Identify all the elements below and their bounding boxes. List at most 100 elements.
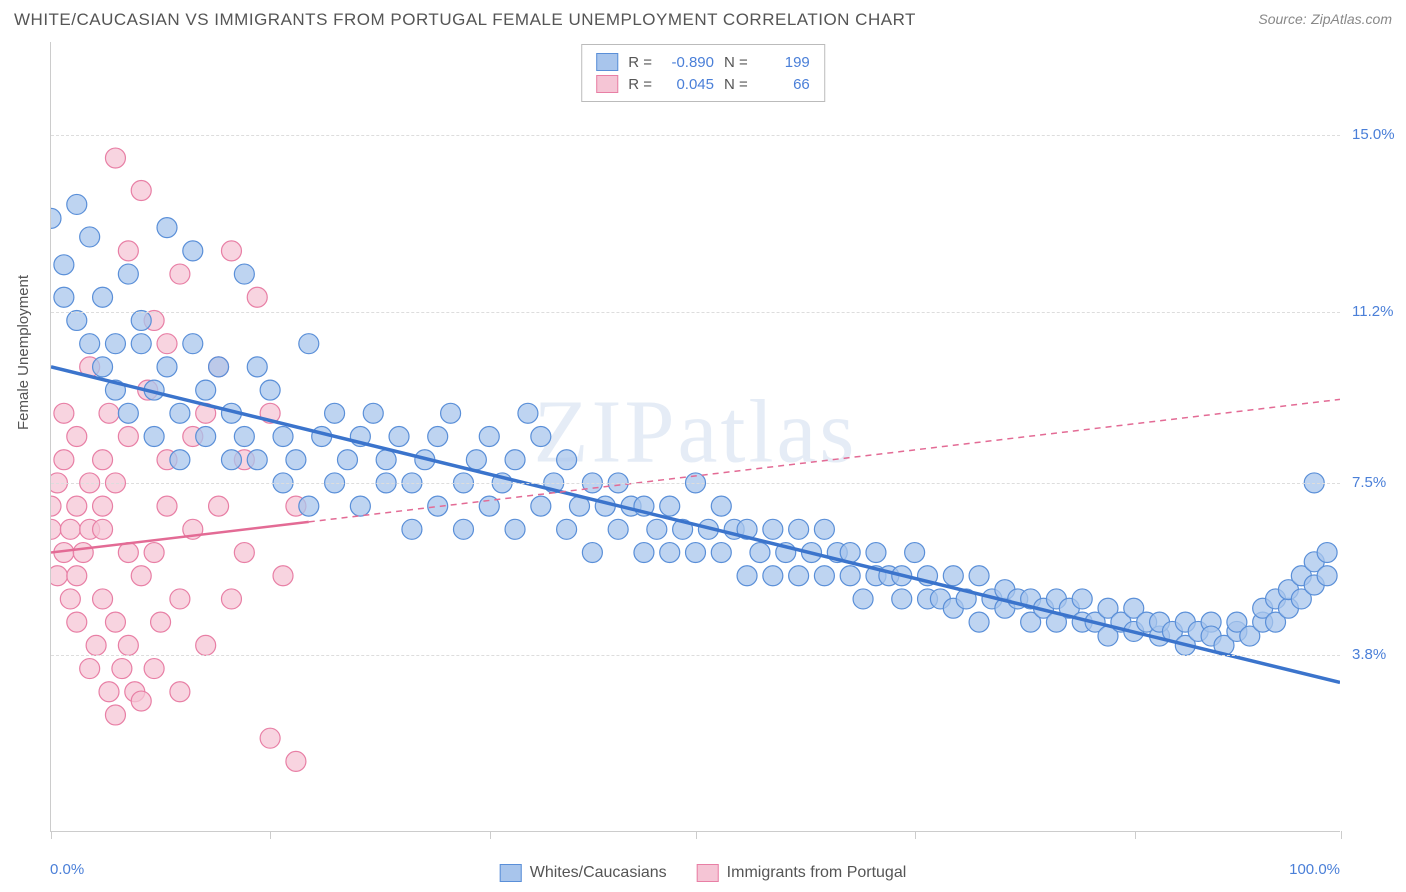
source-label: Source: [1258,11,1306,27]
data-point [711,496,731,516]
data-point [1137,612,1157,632]
data-point [892,566,912,586]
chart-header: WHITE/CAUCASIAN VS IMMIGRANTS FROM PORTU… [14,10,1392,30]
data-point [840,543,860,563]
stats-row-whites: R = -0.890 N = 199 [596,51,810,73]
data-point [1124,598,1144,618]
swatch-blue [596,53,618,71]
data-point [479,427,499,447]
data-point [131,566,151,586]
data-point [389,427,409,447]
data-point [569,496,589,516]
data-point [608,519,628,539]
data-point [531,496,551,516]
data-point [234,450,254,470]
data-point [157,496,177,516]
data-point [67,194,87,214]
data-point [93,496,113,516]
r-label-2: R = [628,76,652,93]
data-point [112,659,132,679]
data-point [453,519,473,539]
data-point [595,496,615,516]
data-point [125,682,145,702]
data-point [814,519,834,539]
data-point [118,403,138,423]
data-point [54,450,74,470]
data-point [789,519,809,539]
data-point [170,589,190,609]
data-point [80,357,100,377]
n-value-portugal: 66 [758,76,810,93]
data-point [93,357,113,377]
data-point [67,612,87,632]
data-point [131,334,151,354]
data-point [234,543,254,563]
data-point [183,241,203,261]
y-tick-label: 3.8% [1352,646,1386,663]
data-point [67,496,87,516]
plot-area: ZIPatlas [50,42,1340,832]
data-point [118,543,138,563]
data-point [170,682,190,702]
data-point [531,427,551,447]
data-point [1124,621,1144,641]
data-point [634,496,654,516]
chart-title: WHITE/CAUCASIAN VS IMMIGRANTS FROM PORTU… [14,10,916,30]
data-point [1253,598,1273,618]
data-point [634,543,654,563]
data-point [1317,566,1337,586]
r-value-portugal: 0.045 [662,76,714,93]
data-point [80,334,100,354]
data-point [1201,626,1221,646]
data-point [131,181,151,201]
swatch-pink [596,75,618,93]
data-point [557,450,577,470]
data-point [131,691,151,711]
watermark: ZIPatlas [534,380,858,483]
data-point [67,310,87,330]
legend-item-portugal: Immigrants from Portugal [697,864,907,882]
data-point [118,264,138,284]
data-point [1304,575,1324,595]
data-point [60,589,80,609]
data-point [286,496,306,516]
data-point [1175,635,1195,655]
trend-line-solid [51,367,1340,683]
data-point [1188,621,1208,641]
data-point [647,519,667,539]
x-tick [490,831,491,839]
data-point [138,380,158,400]
x-tick [1341,831,1342,839]
data-point [67,427,87,447]
data-point [1046,612,1066,632]
data-point [54,287,74,307]
data-point [247,287,267,307]
source-name: ZipAtlas.com [1311,11,1392,27]
data-point [1046,589,1066,609]
data-point [1034,598,1054,618]
data-point [582,543,602,563]
data-point [943,566,963,586]
data-point [260,380,280,400]
data-point [144,380,164,400]
data-point [1253,612,1273,632]
data-point [221,403,241,423]
bottom-legend: Whites/Caucasians Immigrants from Portug… [500,864,907,882]
source-block: Source: ZipAtlas.com [1258,11,1392,29]
data-point [776,543,796,563]
data-point [956,589,976,609]
data-point [80,227,100,247]
data-point [54,403,74,423]
data-point [93,450,113,470]
data-point [1021,589,1041,609]
chart-svg [51,42,1340,831]
data-point [1098,626,1118,646]
data-point [118,427,138,447]
legend-item-whites: Whites/Caucasians [500,864,667,882]
x-max-label: 100.0% [1289,861,1340,878]
n-label: N = [724,54,748,71]
data-point [428,427,448,447]
data-point [99,403,119,423]
data-point [866,543,886,563]
data-point [51,566,67,586]
